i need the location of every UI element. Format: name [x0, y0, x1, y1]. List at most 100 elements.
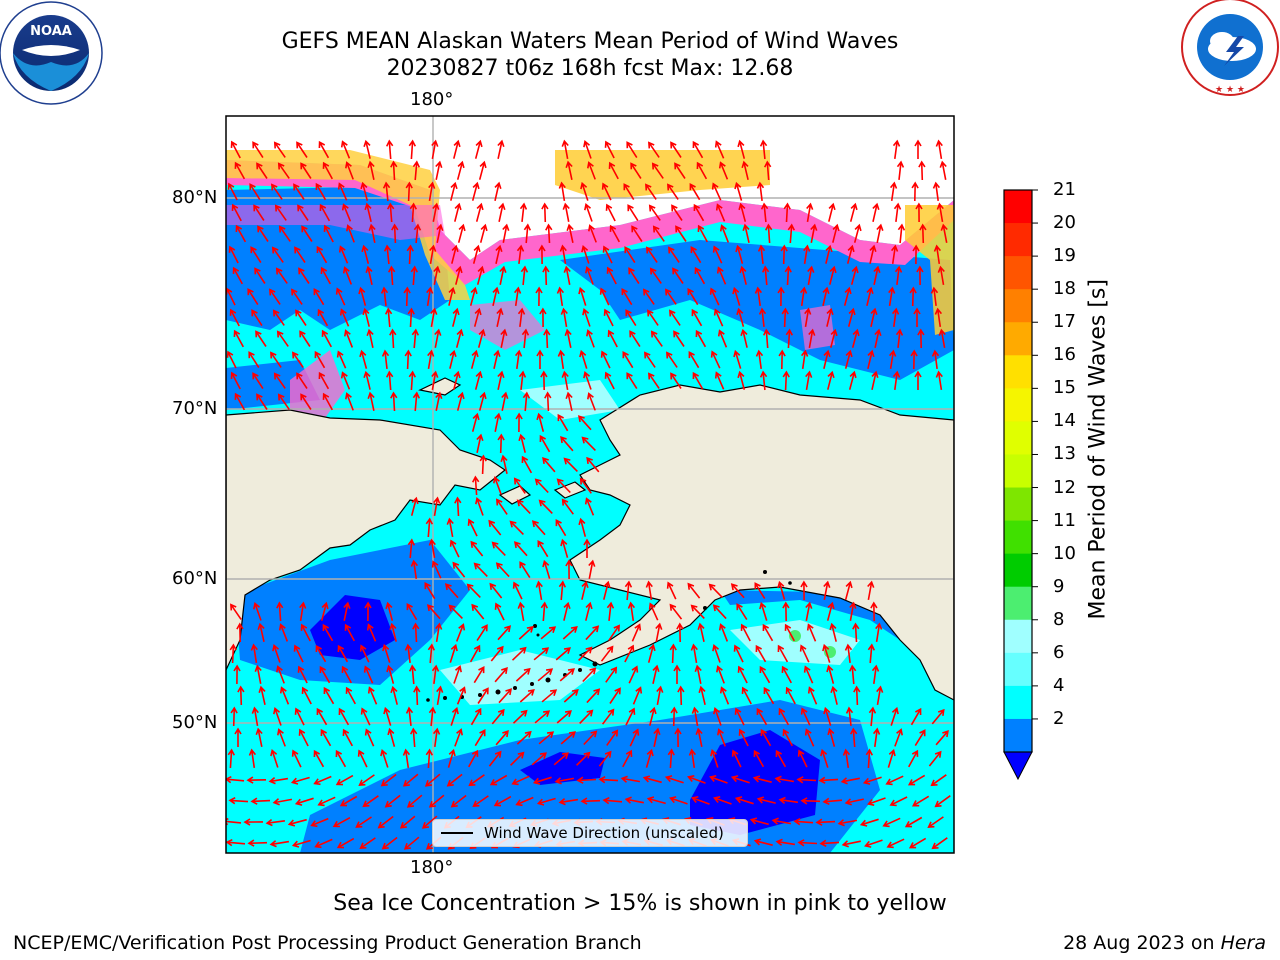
wave-direction-arrow: [892, 139, 901, 160]
wave-direction-arrow: [472, 795, 489, 807]
wave-direction-arrow: [565, 160, 573, 180]
wave-direction-arrow: [647, 309, 659, 326]
wave-direction-arrow: [335, 749, 347, 768]
wave-direction-arrow: [761, 265, 770, 286]
wave-direction-arrow: [476, 433, 484, 453]
wave-direction-arrow: [315, 182, 327, 201]
wave-direction-arrow: [646, 796, 666, 805]
wave-direction-arrow: [609, 687, 621, 704]
wave-direction-arrow: [247, 288, 259, 306]
wave-direction-arrow: [474, 139, 483, 159]
wave-direction-arrow: [664, 775, 684, 784]
wave-direction-arrow: [870, 601, 878, 622]
wave-direction-arrow: [689, 182, 701, 201]
wave-direction-arrow: [606, 601, 615, 621]
wave-direction-arrow: [889, 796, 908, 807]
wave-direction-arrow: [252, 141, 264, 159]
wave-direction-arrow: [822, 643, 831, 663]
wave-direction-arrow: [777, 644, 789, 663]
wave-direction-arrow: [321, 329, 333, 348]
wave-direction-arrow: [381, 349, 390, 369]
wave-direction-arrow: [566, 223, 574, 243]
wave-direction-arrow: [645, 748, 654, 768]
wave-direction-arrow: [540, 370, 548, 391]
wave-direction-arrow: [708, 583, 723, 598]
wave-direction-arrow: [558, 580, 567, 601]
wave-direction-arrow: [644, 351, 656, 368]
wave-direction-arrow: [391, 223, 399, 244]
legend-label: Wind Wave Direction (unscaled): [484, 824, 724, 842]
wave-direction-arrow: [540, 626, 557, 640]
wave-direction-arrow: [236, 622, 244, 643]
nws-logo: ★ ★ ★: [1181, 0, 1279, 96]
wave-direction-arrow: [345, 161, 354, 180]
colorbar-tick-label: 20: [1053, 212, 1076, 234]
wave-direction-arrow: [799, 286, 808, 307]
wave-direction-arrow: [865, 748, 874, 769]
wave-direction-arrow: [742, 223, 750, 243]
wave-direction-arrow: [256, 393, 268, 410]
wave-direction-arrow: [583, 140, 592, 159]
wave-direction-arrow: [778, 707, 790, 726]
wave-direction-arrow: [521, 328, 530, 349]
wave-direction-arrow: [586, 329, 595, 348]
wave-direction-arrow: [759, 601, 768, 621]
wave-direction-arrow: [578, 517, 587, 537]
wave-direction-arrow: [796, 776, 817, 784]
wave-direction-arrow: [343, 601, 351, 621]
wave-direction-arrow: [250, 246, 262, 264]
wave-direction-arrow: [494, 181, 502, 201]
wave-direction-arrow: [446, 773, 463, 787]
wave-direction-arrow: [256, 162, 268, 179]
wave-direction-arrow: [693, 203, 705, 222]
wave-direction-arrow: [609, 224, 621, 243]
wave-direction-arrow: [532, 776, 552, 785]
wave-direction-arrow: [545, 223, 553, 244]
wave-direction-arrow: [581, 245, 590, 264]
wave-direction-arrow: [734, 181, 743, 201]
wave-direction-arrow: [495, 562, 510, 578]
wave-direction-arrow: [436, 685, 444, 706]
wave-direction-arrow: [226, 775, 245, 784]
wave-direction-arrow: [517, 601, 525, 622]
wave-direction-arrow: [939, 160, 947, 180]
wave-direction-arrow: [489, 774, 508, 786]
wave-direction-arrow: [908, 837, 927, 849]
wave-direction-arrow: [253, 204, 265, 221]
wave-direction-arrow: [762, 328, 771, 349]
legend-line-sample: [441, 832, 473, 834]
wave-direction-arrow: [253, 602, 262, 621]
wave-direction-arrow: [938, 328, 946, 349]
wave-direction-arrow: [830, 328, 838, 348]
wave-direction-arrow: [341, 203, 352, 222]
wave-direction-arrow: [823, 580, 831, 600]
wave-direction-arrow: [381, 836, 398, 850]
wave-direction-arrow: [272, 309, 285, 326]
wave-direction-arrow: [777, 286, 785, 307]
wave-direction-arrow: [513, 541, 528, 557]
wave-direction-arrow: [914, 729, 926, 747]
wave-direction-arrow: [585, 601, 593, 621]
wave-direction-arrow: [629, 728, 640, 747]
wave-direction-arrow: [497, 139, 505, 159]
wave-direction-arrow: [882, 817, 901, 828]
wave-direction-arrow: [471, 412, 480, 432]
wave-direction-arrow: [492, 286, 500, 306]
wave-direction-arrow: [692, 140, 704, 159]
wave-direction-arrow: [876, 685, 884, 706]
wave-direction-arrow: [563, 265, 571, 285]
wave-direction-arrow: [627, 601, 636, 622]
wave-direction-arrow: [469, 644, 481, 663]
wave-direction-arrow: [561, 370, 569, 391]
wave-direction-arrow: [428, 794, 445, 808]
wave-direction-arrow: [586, 456, 600, 473]
lat-label-80n: 80°N: [172, 187, 218, 208]
wave-direction-arrow: [340, 140, 351, 159]
wave-direction-arrow: [675, 225, 687, 242]
wave-direction-arrow: [300, 162, 312, 179]
colorbar-band: [1004, 718, 1032, 753]
wave-direction-arrow: [536, 412, 545, 432]
footer-date: 28 Aug 2023 on Hera: [1063, 932, 1266, 954]
wave-direction-arrow: [365, 265, 373, 285]
wave-direction-arrow: [452, 561, 466, 578]
